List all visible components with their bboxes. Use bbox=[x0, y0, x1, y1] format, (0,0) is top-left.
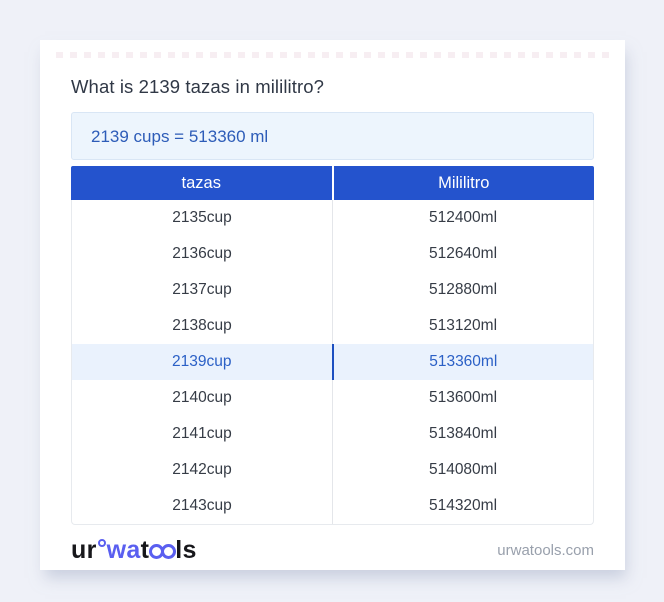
site-domain-text: urwatools.com bbox=[497, 541, 594, 559]
tazas-cell[interactable]: 2141cup bbox=[72, 416, 333, 452]
mililitro-cell[interactable]: 513120ml bbox=[428, 317, 498, 334]
tazas-cell[interactable]: 2139cup bbox=[72, 344, 334, 380]
table-header-mililitro: Mililitro bbox=[438, 173, 490, 192]
conversion-card: What is 2139 tazas in mililitro? 2139 cu… bbox=[40, 40, 625, 570]
conversion-table: tazas Mililitro 2135cup 512400ml 2136cup 51… bbox=[71, 166, 594, 525]
page-title: What is 2139 tazas in mililitro? bbox=[71, 76, 325, 97]
logo-text-t: t bbox=[140, 535, 150, 564]
degree-circle-icon bbox=[97, 538, 106, 547]
table-row[interactable]: 2141cup 513840ml bbox=[72, 416, 593, 452]
mililitro-cell[interactable]: 514320ml bbox=[428, 497, 498, 514]
table-body: 2135cup 512400ml 2136cup 512640ml 2137cup 512… bbox=[71, 200, 594, 525]
tazas-cell[interactable]: 2138cup bbox=[72, 308, 333, 344]
mililitro-cell[interactable]: 513600ml bbox=[428, 389, 498, 406]
table-row[interactable]: 2139cup 513360ml bbox=[72, 344, 593, 380]
card-footer: ur wa t ls urwatools.com bbox=[71, 527, 594, 573]
mililitro-cell[interactable]: 512400ml bbox=[428, 209, 498, 226]
conversion-result-box: 2139 cups = 513360 ml bbox=[71, 112, 594, 160]
table-row[interactable]: 2142cup 514080ml bbox=[72, 452, 593, 488]
table-row[interactable]: 2136cup 512640ml bbox=[72, 236, 593, 272]
mililitro-cell[interactable]: 513840ml bbox=[428, 425, 498, 442]
table-row[interactable]: 2135cup 512400ml bbox=[72, 200, 593, 236]
card-top-decoration bbox=[56, 52, 609, 58]
table-row[interactable]: 2140cup 513600ml bbox=[72, 380, 593, 416]
mililitro-cell[interactable]: 513360ml bbox=[429, 353, 498, 370]
tazas-cell[interactable]: 2136cup bbox=[72, 236, 333, 272]
conversion-result-text: 2139 cups = 513360 ml bbox=[91, 127, 269, 146]
logo-text-ls: ls bbox=[175, 535, 197, 564]
table-row[interactable]: 2143cup 514320ml bbox=[72, 488, 593, 524]
table-header-tazas: tazas bbox=[71, 166, 334, 200]
table-row[interactable]: 2138cup 513120ml bbox=[72, 308, 593, 344]
table-header-row: tazas Mililitro bbox=[71, 166, 594, 200]
tazas-cell[interactable]: 2137cup bbox=[72, 272, 333, 308]
tazas-cell[interactable]: 2142cup bbox=[72, 452, 333, 488]
tazas-cell[interactable]: 2143cup bbox=[72, 488, 333, 524]
mililitro-cell[interactable]: 514080ml bbox=[428, 461, 498, 478]
tazas-cell[interactable]: 2140cup bbox=[72, 380, 333, 416]
table-row[interactable]: 2137cup 512880ml bbox=[72, 272, 593, 308]
mililitro-cell[interactable]: 512640ml bbox=[428, 245, 498, 262]
urwatools-logo[interactable]: ur wa t ls bbox=[71, 535, 197, 564]
logo-text-ur: ur bbox=[71, 535, 97, 564]
tazas-cell[interactable]: 2135cup bbox=[72, 200, 333, 236]
logo-ring-icon bbox=[161, 544, 177, 559]
mililitro-cell[interactable]: 512880ml bbox=[428, 281, 498, 298]
logo-text-wa: wa bbox=[106, 535, 141, 564]
